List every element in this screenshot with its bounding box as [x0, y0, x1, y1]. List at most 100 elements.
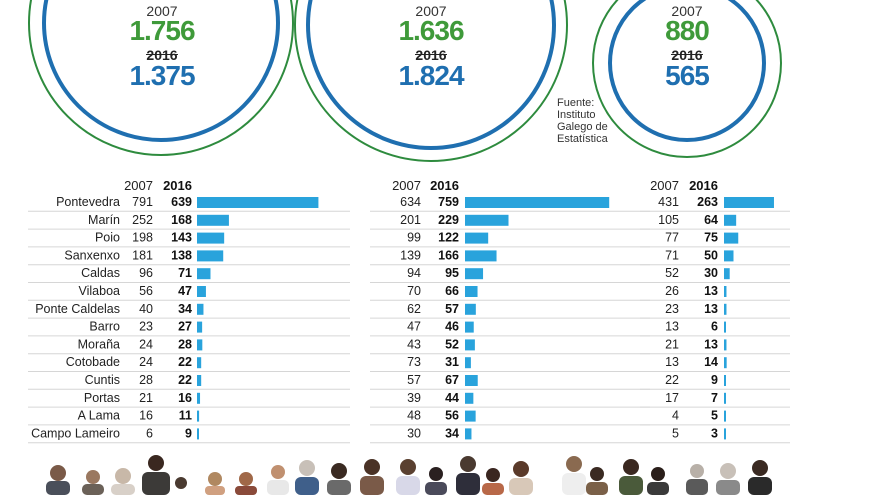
- circle-2-value-2016: 1.824: [398, 60, 464, 91]
- value-2007: 17: [665, 391, 679, 405]
- value-2016: 22: [178, 355, 192, 369]
- bar-2016: [465, 321, 474, 333]
- bar-2016: [197, 410, 200, 422]
- column-header-2016: 2016: [163, 178, 192, 193]
- value-2007: 13: [665, 320, 679, 334]
- value-2016: 13: [704, 302, 718, 316]
- row-label: Cotobade: [66, 355, 120, 369]
- value-2016: 31: [445, 355, 459, 369]
- bar-2016: [197, 375, 202, 386]
- value-2007: 791: [132, 195, 153, 209]
- value-2007: 5: [672, 426, 679, 440]
- value-2007: 24: [139, 337, 153, 351]
- value-2016: 11: [179, 409, 192, 423]
- people-illustration: [46, 455, 772, 495]
- value-2016: 263: [697, 195, 718, 209]
- value-2007: 71: [665, 248, 679, 262]
- value-2007: 94: [407, 266, 421, 280]
- bar-2016: [197, 321, 203, 333]
- column-header-2007: 2007: [392, 178, 421, 193]
- value-2016: 759: [438, 195, 459, 209]
- circle-1-value-2007: 1.756: [129, 15, 195, 46]
- bar-2016: [724, 214, 737, 226]
- circle-3-year-2016: 2016: [671, 47, 703, 63]
- circle-3-inner-ring: [608, 0, 766, 142]
- bar-table-chart: Pontevedra Marín Poio Sanxenxo Caldas Vilaboa…: [28, 178, 790, 444]
- bar-2016: [724, 357, 727, 369]
- bar-2016: [724, 428, 726, 440]
- circle-2-year-2016: 2016: [415, 47, 447, 63]
- value-2016: 56: [445, 409, 459, 423]
- bar-2016: [465, 339, 475, 351]
- value-2007: 57: [407, 373, 421, 387]
- bar-2016: [465, 428, 472, 440]
- value-2007: 62: [407, 302, 421, 316]
- value-2016: 166: [438, 248, 459, 262]
- value-2007: 48: [407, 409, 421, 423]
- value-2016: 143: [171, 231, 192, 245]
- row-label: Ponte Caldelas: [35, 302, 120, 316]
- bar-2016: [465, 250, 497, 262]
- value-2016: 27: [178, 320, 192, 334]
- bar-2016: [465, 303, 476, 315]
- bar-2016: [465, 197, 610, 208]
- value-2016: 13: [704, 337, 718, 351]
- bar-2016: [197, 303, 204, 315]
- circle-2-divider: [415, 54, 447, 55]
- value-2016: 95: [445, 266, 459, 280]
- bar-2016: [197, 339, 203, 351]
- value-2007: 634: [400, 195, 421, 209]
- value-2007: 96: [139, 266, 153, 280]
- value-2016: 6: [711, 320, 718, 334]
- value-2007: 23: [665, 302, 679, 316]
- value-2007: 201: [400, 213, 421, 227]
- value-2007: 22: [665, 373, 679, 387]
- row-label: Vilaboa: [79, 284, 121, 298]
- bar-2016: [724, 392, 726, 404]
- row-label: Barro: [89, 320, 120, 334]
- bar-2016: [465, 392, 474, 404]
- bar-2016: [197, 428, 199, 440]
- bar-2016: [724, 232, 739, 244]
- row-label: Moraña: [78, 337, 120, 351]
- circle-3-value-2016: 565: [665, 60, 710, 91]
- value-2007: 40: [139, 302, 153, 316]
- row-label: Pontevedra: [56, 195, 120, 209]
- value-2016: 46: [445, 320, 459, 334]
- bar-2016: [197, 250, 224, 262]
- source-note: Fuente: Instituto Galego de Estatística: [557, 97, 608, 145]
- bar-2016: [724, 268, 730, 280]
- value-2016: 44: [445, 391, 459, 405]
- value-2007: 4: [672, 409, 679, 423]
- value-2007: 181: [132, 248, 153, 262]
- circle-3-divider: [671, 54, 703, 55]
- bar-2016: [197, 286, 206, 297]
- column-header-2016: 2016: [689, 178, 718, 193]
- value-2007: 56: [139, 284, 153, 298]
- row-label: Marín: [88, 213, 120, 227]
- value-2007: 99: [407, 231, 421, 245]
- value-2007: 70: [407, 284, 421, 298]
- value-2007: 47: [407, 320, 421, 334]
- bar-2016: [724, 375, 726, 386]
- value-2007: 30: [407, 426, 421, 440]
- column-header-2007: 2007: [124, 178, 153, 193]
- value-2007: 24: [139, 355, 153, 369]
- value-2016: 16: [178, 391, 192, 405]
- circle-1-year-2016: 2016: [146, 47, 178, 63]
- value-2007: 105: [658, 213, 679, 227]
- bar-2016: [724, 410, 726, 422]
- circle-2-year-2007: 2007: [415, 3, 447, 19]
- value-2016: 122: [438, 231, 459, 245]
- bar-2016: [465, 232, 489, 244]
- value-2007: 77: [665, 231, 679, 245]
- value-2016: 66: [445, 284, 459, 298]
- value-2016: 5: [711, 409, 718, 423]
- bar-2016: [197, 214, 229, 226]
- value-2016: 75: [704, 231, 718, 245]
- value-2016: 57: [445, 302, 459, 316]
- value-2007: 52: [665, 266, 679, 280]
- value-2016: 47: [178, 284, 192, 298]
- value-2007: 39: [407, 391, 421, 405]
- value-2016: 7: [711, 391, 718, 405]
